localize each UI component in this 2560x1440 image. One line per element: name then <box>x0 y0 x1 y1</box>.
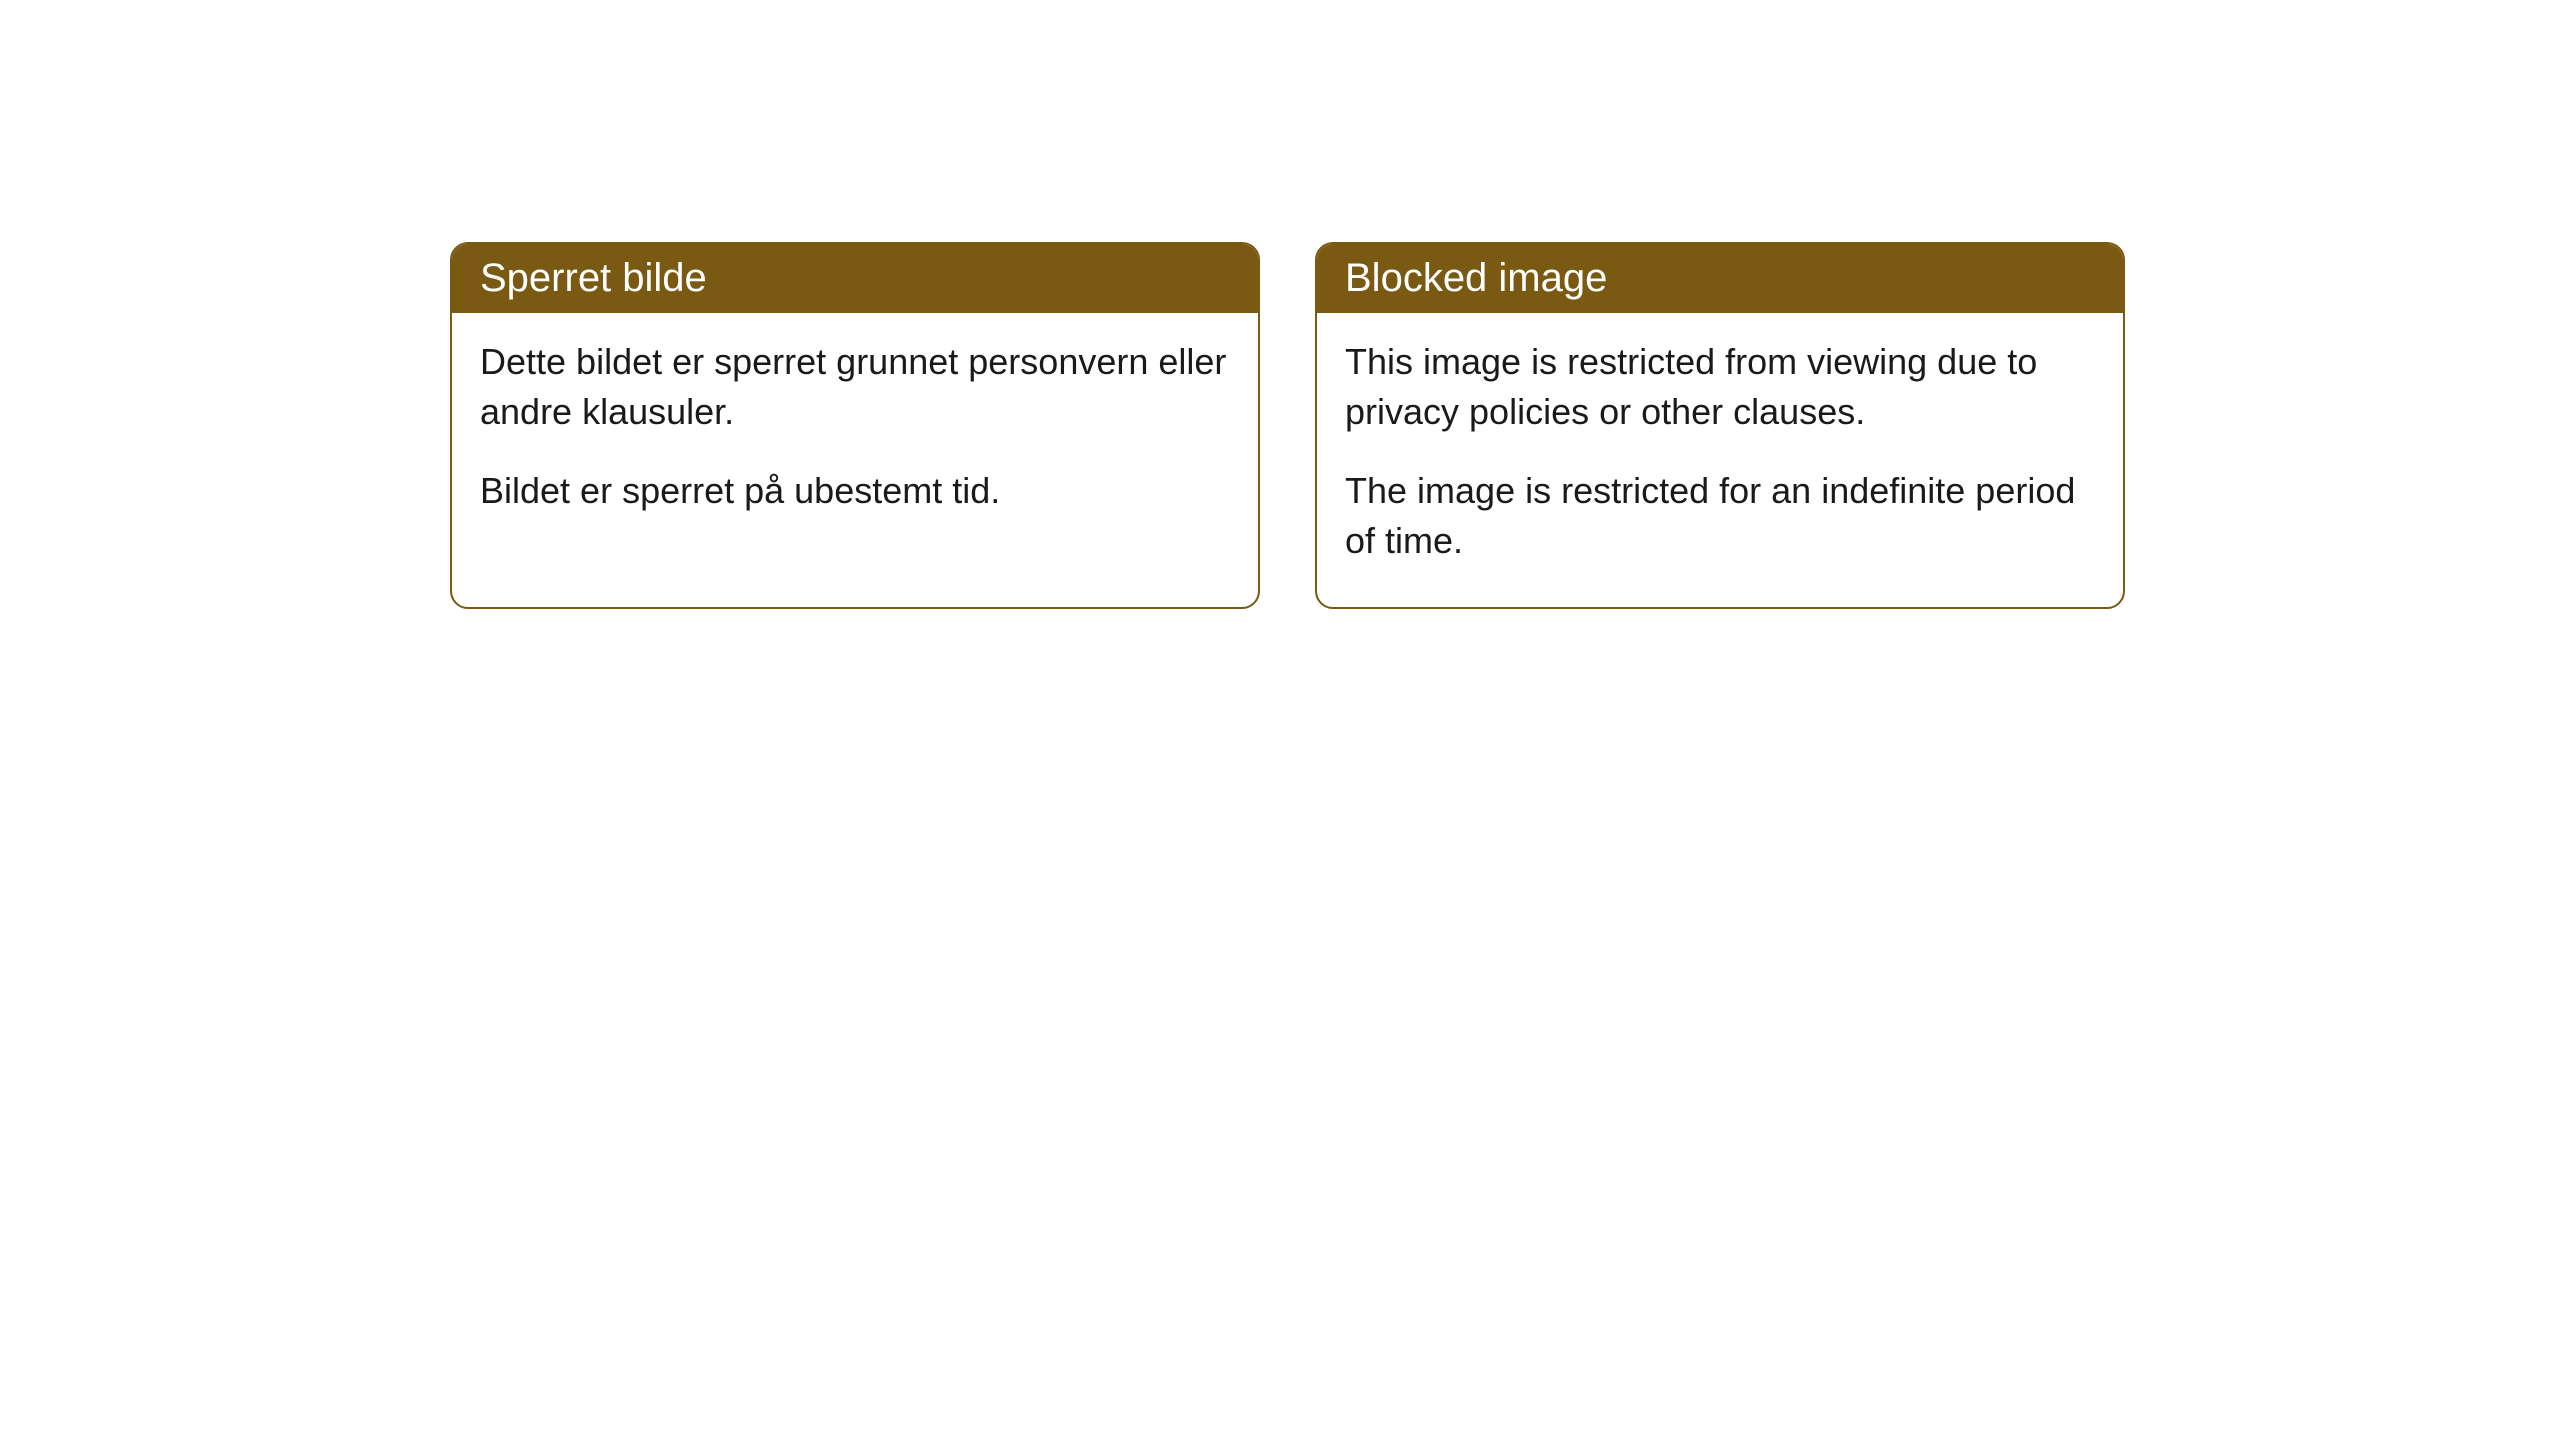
card-header: Sperret bilde <box>452 244 1258 313</box>
notice-cards-container: Sperret bilde Dette bildet er sperret gr… <box>450 242 2125 609</box>
card-paragraph: The image is restricted for an indefinit… <box>1345 466 2095 567</box>
card-body: This image is restricted from viewing du… <box>1317 313 2123 607</box>
card-header: Blocked image <box>1317 244 2123 313</box>
card-paragraph: Bildet er sperret på ubestemt tid. <box>480 466 1230 516</box>
card-paragraph: This image is restricted from viewing du… <box>1345 337 2095 438</box>
notice-card-english: Blocked image This image is restricted f… <box>1315 242 2125 609</box>
card-paragraph: Dette bildet er sperret grunnet personve… <box>480 337 1230 438</box>
notice-card-norwegian: Sperret bilde Dette bildet er sperret gr… <box>450 242 1260 609</box>
card-body: Dette bildet er sperret grunnet personve… <box>452 313 1258 556</box>
